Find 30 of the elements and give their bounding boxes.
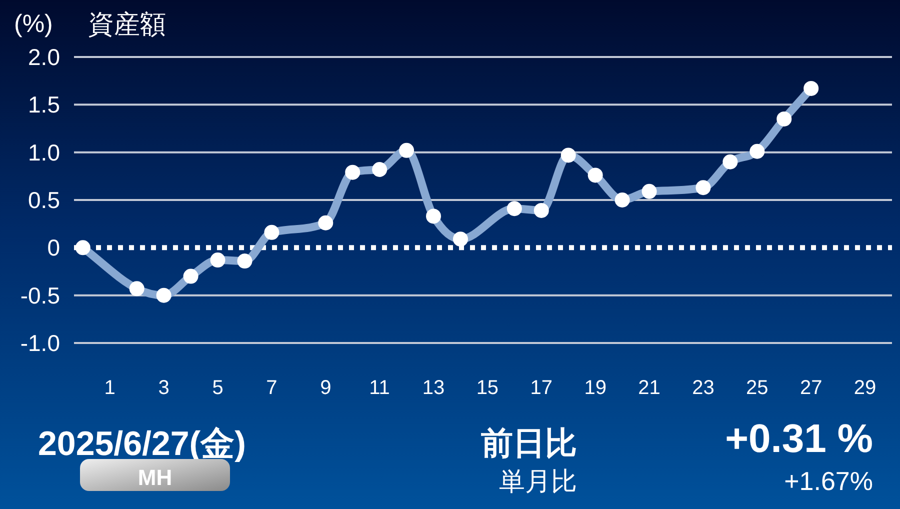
y-tick-label: -1.0 — [20, 330, 60, 356]
text: 単月比 — [499, 466, 577, 496]
x-tick-label: 9 — [320, 377, 332, 399]
y-tick-label: 1.5 — [28, 92, 60, 118]
y-axis-title: (%) — [14, 10, 53, 38]
y-tick-label: 2.0 — [28, 44, 60, 70]
x-tick-label: 29 — [854, 377, 876, 399]
text: MH — [138, 465, 172, 490]
chart-title: 資産額 — [88, 9, 166, 39]
y-tick-label: 0.5 — [28, 187, 60, 213]
x-tick-label: 3 — [158, 377, 170, 399]
x-tick-label: 21 — [638, 377, 660, 399]
x-tick-label: 19 — [584, 377, 606, 399]
x-tick-label: 27 — [800, 377, 822, 399]
x-tick-label: 1 — [104, 377, 116, 399]
text: 前日比 — [481, 425, 577, 461]
y-tick-label: 1.0 — [28, 139, 60, 166]
x-tick-label: 7 — [266, 377, 278, 399]
y-tick-label: 0 — [47, 234, 60, 261]
text: 2025/6/27(金) — [38, 425, 246, 463]
x-tick-label: 15 — [476, 377, 499, 399]
x-tick-label: 17 — [530, 377, 553, 399]
x-tick-label: 5 — [212, 377, 224, 399]
text: +1.67% — [784, 466, 873, 496]
x-tick-label: 25 — [746, 377, 768, 399]
x-tick-label: 11 — [369, 377, 390, 399]
x-tick-label: 13 — [422, 377, 445, 399]
x-tick-label: 23 — [692, 377, 714, 399]
text: +0.31 % — [725, 417, 873, 461]
y-tick-label: -0.5 — [20, 282, 60, 308]
